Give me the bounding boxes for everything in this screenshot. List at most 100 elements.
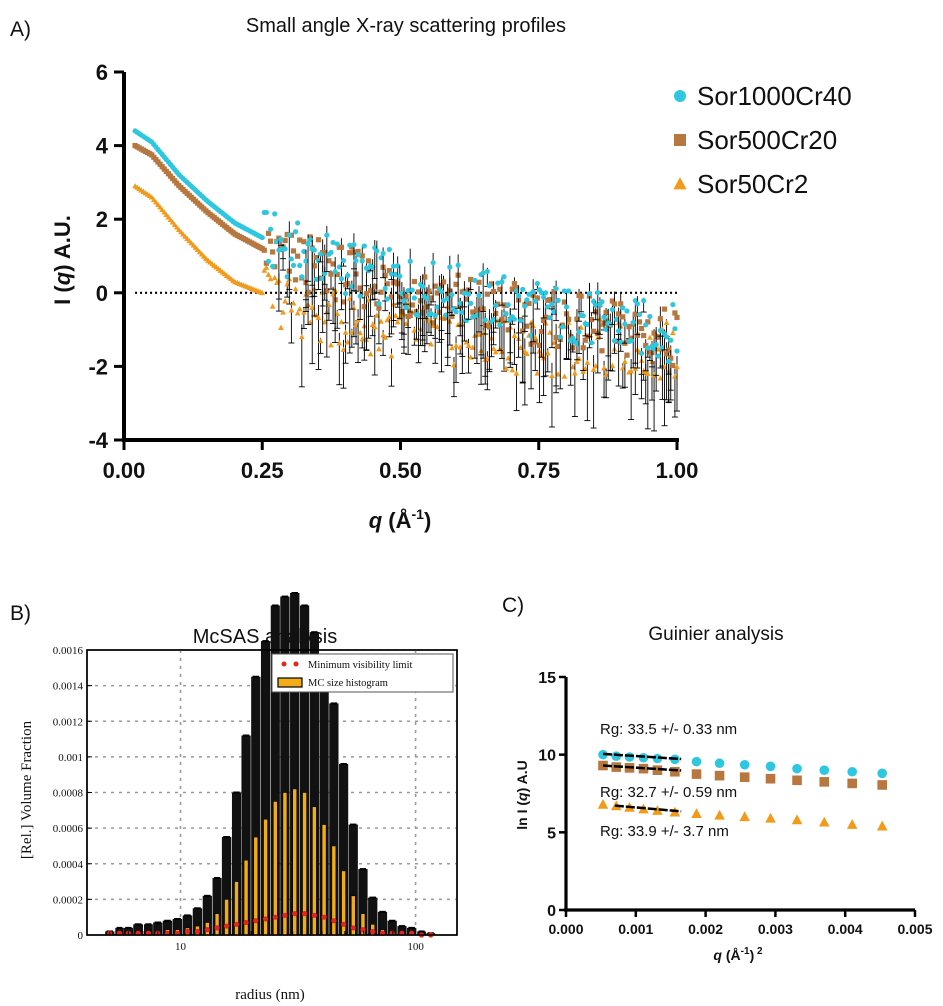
chart-a-point-Sor1000Cr40 — [284, 274, 290, 280]
chart-a-point-Sor1000Cr40 — [655, 353, 661, 359]
chart-a-point-Sor1000Cr40 — [322, 270, 328, 277]
chart-c-point-triangle — [739, 811, 750, 822]
chart-c-guinier-fit-line — [602, 752, 682, 761]
chart-a-point-Sor1000Cr40 — [628, 337, 634, 344]
chart-a-point-Sor50Cr2 — [492, 348, 499, 355]
chart-a-point-Sor1000Cr40 — [295, 220, 301, 226]
chart-a-point-Sor1000Cr40 — [561, 288, 568, 294]
chart-a-point-Sor50Cr2 — [315, 314, 322, 321]
chart-b-error-band — [143, 924, 153, 935]
chart-b-error-band — [260, 641, 271, 935]
chart-a-point-Sor1000Cr40 — [603, 326, 609, 332]
chart-a-point-Sor1000Cr40 — [520, 286, 526, 292]
chart-c-point-circle — [739, 759, 750, 770]
chart-a-point-Sor1000Cr40 — [299, 274, 305, 280]
chart-a-point-Sor1000Cr40 — [311, 247, 317, 253]
chart-a-point-Sor50Cr2 — [348, 329, 355, 335]
chart-a-point-Sor1000Cr40 — [428, 311, 434, 317]
chart-b-error-band — [377, 911, 388, 935]
chart-a-point-Sor500Cr20 — [574, 316, 580, 322]
chart-a-point-Sor1000Cr40 — [282, 246, 288, 252]
chart-a-point-Sor50Cr2 — [359, 336, 366, 342]
chart-a-point-Sor50Cr2 — [463, 339, 470, 345]
chart-a-point-Sor50Cr2 — [655, 346, 662, 352]
legend-a-marker-Sor50Cr2 — [673, 177, 687, 190]
chart-a-point-Sor50Cr2 — [505, 355, 512, 361]
chart-c-point-triangle — [876, 820, 888, 831]
chart-a-point-Sor1000Cr40 — [476, 292, 482, 298]
chart-a-point-Sor1000Cr40 — [538, 290, 545, 296]
chart-a-point-Sor500Cr20 — [540, 317, 547, 324]
chart-a-point-Sor50Cr2 — [603, 371, 609, 377]
chart-a-point-Sor1000Cr40 — [670, 301, 676, 308]
chart-c-point-square — [765, 773, 776, 784]
chart-c-point-square — [739, 772, 750, 782]
chart-a-point-Sor1000Cr40 — [286, 232, 292, 238]
chart-a-point-Sor1000Cr40 — [276, 247, 282, 253]
chart-a-point-Sor1000Cr40 — [290, 262, 297, 268]
chart-a-point-Sor50Cr2 — [465, 342, 472, 348]
chart-b-min-visibility-point — [233, 921, 240, 927]
chart-a-point-Sor500Cr20 — [324, 288, 330, 294]
chart-b-min-visibility-point — [272, 914, 278, 920]
chart-a-point-Sor1000Cr40 — [386, 246, 392, 253]
chart-b-error-band — [172, 918, 183, 935]
chart-a-ytick-label: 2 — [96, 207, 108, 232]
chart-c-point-triangle — [818, 816, 830, 827]
chart-a-point-Sor1000Cr40 — [634, 301, 640, 307]
chart-a-point-Sor50Cr2 — [532, 334, 539, 340]
chart-a-point-Sor1000Cr40 — [457, 300, 463, 306]
chart-a-point-Sor1000Cr40 — [438, 289, 445, 295]
chart-a-point-Sor1000Cr40 — [440, 297, 447, 304]
chart-a-point-Sor50Cr2 — [394, 319, 401, 325]
chart-a-point-Sor500Cr20 — [426, 288, 432, 294]
chart-a-point-Sor50Cr2 — [344, 339, 351, 345]
legend-hist-swatch — [277, 677, 303, 688]
chart-a-point-Sor500Cr20 — [322, 249, 328, 256]
chart-a-point-Sor1000Cr40 — [307, 237, 313, 243]
chart-b-ytick-label: 0.0008 — [53, 788, 84, 800]
legend-min-visibility: Minimum visibility limit — [308, 660, 413, 671]
chart-a-point-Sor500Cr20 — [470, 309, 476, 315]
chart-a-point-Sor50Cr2 — [663, 319, 670, 326]
chart-a-point-Sor50Cr2 — [365, 297, 372, 303]
chart-a-point-Sor1000Cr40 — [668, 337, 674, 343]
chart-c-xtick-label: 0.003 — [758, 921, 793, 937]
chart-a-point-Sor1000Cr40 — [547, 315, 553, 321]
chart-a-point-Sor1000Cr40 — [518, 318, 524, 324]
chart-a-point-Sor1000Cr40 — [274, 238, 280, 245]
chart-a-point-Sor50Cr2 — [628, 368, 635, 374]
chart-a-point-Sor500Cr20 — [449, 313, 455, 319]
chart-b-error-band — [358, 869, 368, 935]
chart-a-point-Sor50Cr2 — [259, 289, 266, 296]
chart-a-point-Sor50Cr2 — [376, 345, 382, 352]
chart-a-point-Sor500Cr20 — [488, 281, 495, 287]
chart-a-point-Sor1000Cr40 — [303, 258, 309, 264]
chart-a-point-Sor50Cr2 — [346, 295, 353, 301]
chart-c-xtick-label: 0.000 — [548, 921, 583, 937]
chart-c: 0 5 10 15 0.000 0.001 0.002 0.003 0.004 0.005 Rg… — [514, 670, 933, 963]
chart-a-point-Sor1000Cr40 — [297, 262, 303, 269]
chart-a-point-Sor500Cr20 — [409, 302, 415, 308]
chart-a-point-Sor50Cr2 — [426, 317, 432, 324]
chart-a-ytick-label: -4 — [88, 428, 108, 453]
chart-a-point-Sor1000Cr40 — [559, 324, 565, 330]
chart-a-point-Sor50Cr2 — [572, 370, 578, 376]
chart-b-error-band — [231, 792, 242, 935]
chart-a-point-Sor50Cr2 — [263, 264, 270, 270]
chart-b-error-band — [348, 824, 358, 935]
chart-a-point-Sor500Cr20 — [632, 311, 638, 317]
legend-a-label-Sor50Cr2: Sor50Cr2 — [697, 169, 808, 199]
chart-a-point-Sor500Cr20 — [538, 328, 545, 335]
chart-a-point-Sor500Cr20 — [261, 247, 267, 253]
chart-a-point-Sor1000Cr40 — [570, 335, 576, 341]
chart-a-point-Sor1000Cr40 — [663, 334, 670, 340]
chart-a-point-Sor50Cr2 — [392, 312, 399, 318]
chart-a-point-Sor50Cr2 — [296, 305, 303, 312]
chart-a-point-Sor50Cr2 — [378, 318, 384, 324]
chart-a-point-Sor1000Cr40 — [566, 288, 572, 294]
chart-c-point-triangle — [791, 814, 803, 825]
chart-a-point-Sor500Cr20 — [616, 311, 622, 317]
chart-a-point-Sor1000Cr40 — [643, 322, 649, 328]
chart-a-point-Sor1000Cr40 — [599, 299, 605, 305]
